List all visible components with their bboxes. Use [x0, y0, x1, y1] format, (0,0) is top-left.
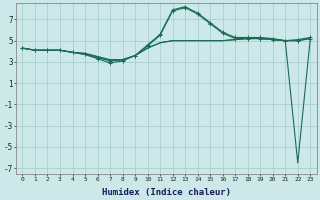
X-axis label: Humidex (Indice chaleur): Humidex (Indice chaleur) — [102, 188, 231, 197]
